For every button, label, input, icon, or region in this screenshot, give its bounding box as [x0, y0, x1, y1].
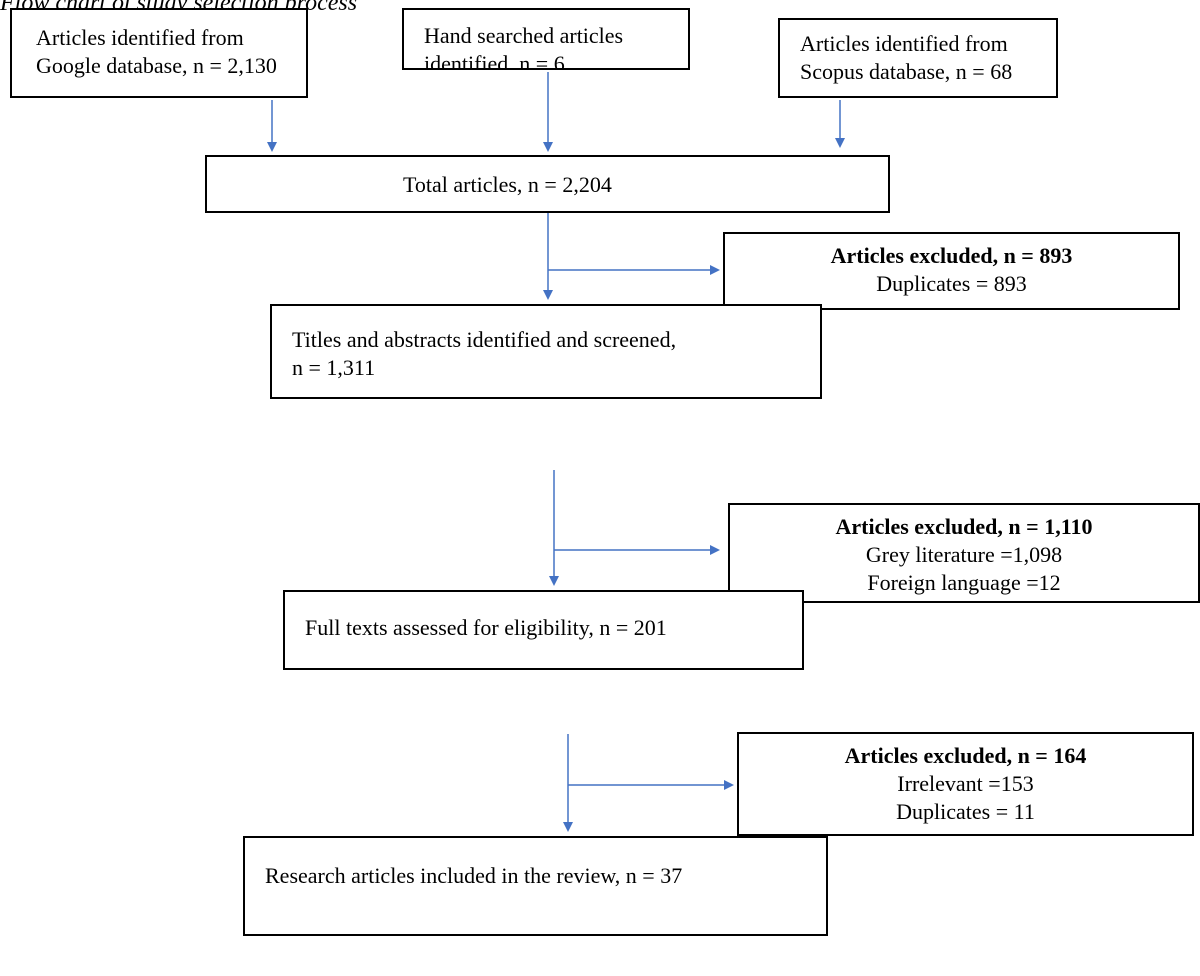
excluded3-line-1: Irrelevant =153 [897, 771, 1034, 796]
fulltext-line-1: Full texts assessed for eligibility, n =… [305, 615, 667, 640]
excluded3-title: Articles excluded, n = 164 [844, 743, 1087, 768]
excluded1-title: Articles excluded, n = 893 [830, 243, 1073, 268]
box-total-articles: Total articles, n = 2,204 [205, 155, 890, 213]
hand-line-1: Hand searched articles [424, 23, 624, 48]
included-line-1: Research articles included in the review… [265, 863, 683, 888]
box-excluded-irrelevant: Articles excluded, n = 164 Irrelevant =1… [737, 732, 1194, 836]
excluded1-line-1: Duplicates = 893 [876, 271, 1027, 296]
box-titles-screened: Titles and abstracts identified and scre… [270, 304, 822, 399]
excluded2-line-1: Grey literature =1,098 [865, 542, 1063, 567]
screened-line-2: n = 1,311 [292, 355, 376, 380]
box-scopus-database: Articles identified from Scopus database… [778, 18, 1058, 98]
total-line-1: Total articles, n = 2,204 [403, 172, 612, 197]
scopus-line-2: Scopus database, n = 68 [800, 59, 1013, 84]
scopus-line-1: Articles identified from [800, 31, 1008, 56]
google-line-1: Articles identified from [36, 25, 244, 50]
excluded2-title: Articles excluded, n = 1,110 [835, 514, 1093, 539]
box-full-texts: Full texts assessed for eligibility, n =… [283, 590, 804, 670]
excluded3-line-2: Duplicates = 11 [896, 799, 1035, 824]
box-excluded-grey-foreign: Articles excluded, n = 1,110 Grey litera… [728, 503, 1200, 603]
box-research-included: Research articles included in the review… [243, 836, 828, 936]
hand-line-2: identified, n = 6 [424, 51, 565, 70]
box-hand-searched: Hand searched articles identified, n = 6 [402, 8, 690, 70]
box-excluded-duplicates: Articles excluded, n = 893 Duplicates = … [723, 232, 1180, 310]
excluded2-line-2: Foreign language =12 [867, 570, 1061, 595]
google-line-2: Google database, n = 2,130 [36, 53, 277, 78]
box-google-database: Articles identified from Google database… [10, 8, 308, 98]
screened-line-1: Titles and abstracts identified and scre… [292, 327, 677, 352]
